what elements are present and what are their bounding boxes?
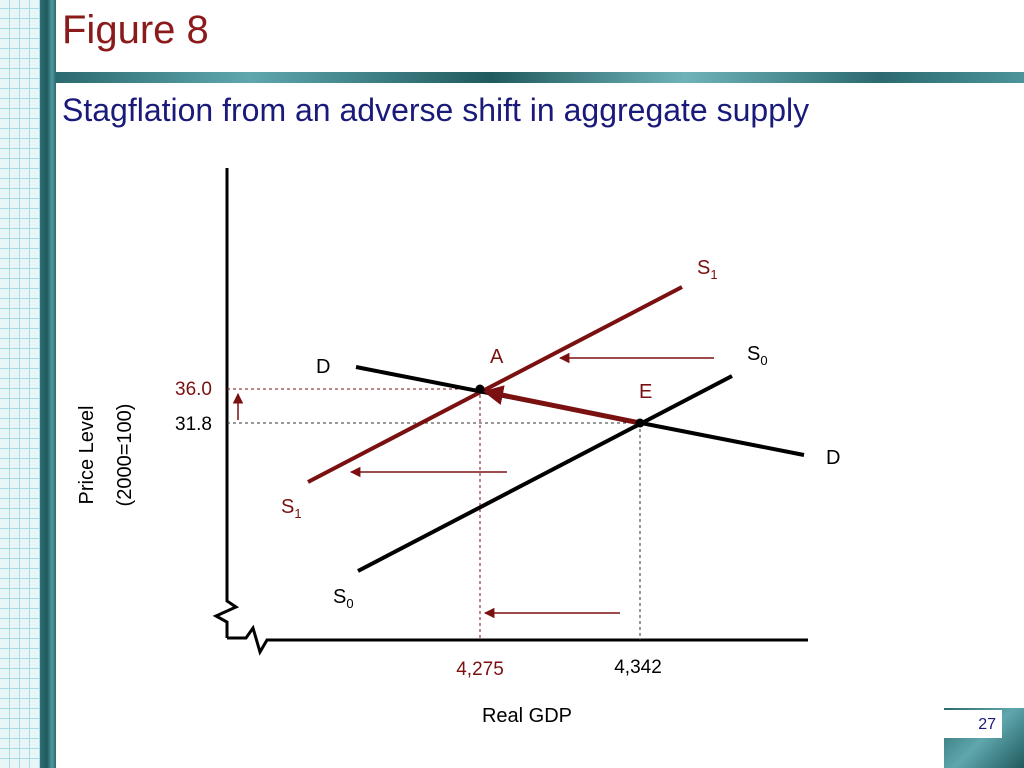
supply-curve-s0 — [357, 374, 733, 573]
gdp-new-label: 4,275 — [456, 659, 504, 680]
x-axis — [227, 624, 808, 656]
gdp-old-label: 4,342 — [614, 657, 662, 678]
equilibrium-shift-arrow — [483, 385, 641, 426]
price-new-label: 36.0 — [175, 379, 212, 400]
point-a-dot — [475, 384, 485, 394]
s0-label-bottom: S0 — [333, 586, 354, 611]
point-e-label: E — [639, 381, 652, 403]
supply-curve-s1 — [307, 285, 683, 484]
left-decorative-strip — [0, 0, 56, 768]
figure-subtitle: Stagflation from an adverse shift in agg… — [62, 92, 810, 128]
d-label-right: D — [826, 447, 840, 469]
point-e-dot — [635, 418, 645, 428]
title-divider-band — [56, 72, 1024, 83]
price-old-label: 31.8 — [175, 414, 212, 435]
page-number-box — [942, 710, 1002, 738]
y-axis-title-line2: (2000=100) — [114, 404, 136, 507]
x-axis-title: Real GDP — [482, 705, 572, 727]
y-axis — [212, 168, 240, 638]
figure-title: Figure 8 — [62, 8, 209, 52]
s0-label-top: S0 — [747, 343, 768, 368]
d-label-left: D — [316, 356, 330, 378]
s1-label-bottom: S1 — [281, 496, 302, 521]
y-axis-title: Price Level (2000=100) — [76, 404, 136, 507]
point-a-label: A — [490, 346, 504, 368]
y-axis-title-line1: Price Level — [76, 406, 98, 505]
page-number: 27 — [978, 716, 996, 733]
s1-label-top: S1 — [697, 257, 718, 282]
